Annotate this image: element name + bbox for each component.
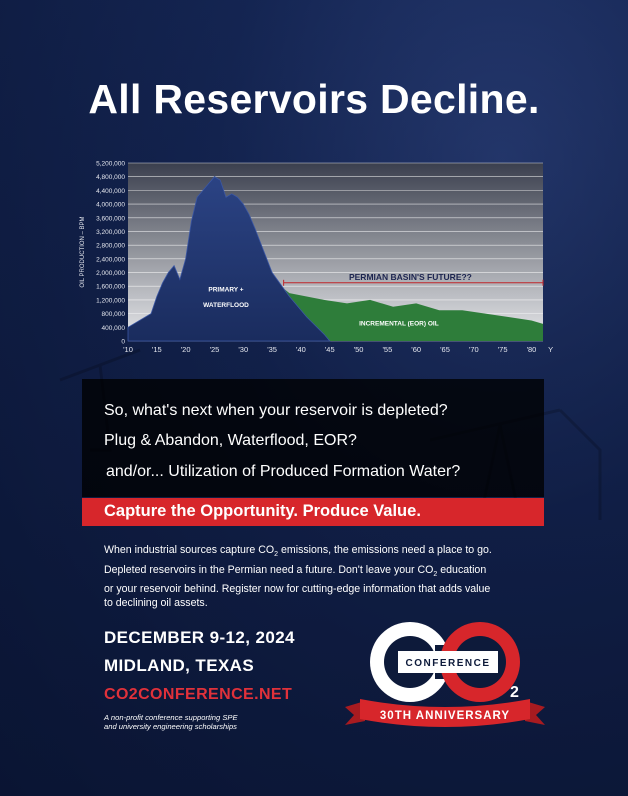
primary-area [127,176,331,342]
y-tick-label: 2,400,000 [96,256,125,263]
future-label: PERMIAN BASIN'S FUTURE?? [349,272,472,282]
x-tick-label: '20 [181,345,191,354]
headline: All Reservoirs Decline. [88,76,540,122]
y-tick-label: 1,200,000 [96,297,125,304]
x-tick-label: '45 [325,345,335,354]
y-tick-label: 4,800,000 [96,174,125,181]
y-tick-label: 2,800,000 [96,243,125,250]
y-tick-label: 400,000 [102,325,126,332]
body-paragraph: When industrial sources capture CO2 emis… [104,544,492,610]
y-tick-label: 3,200,000 [96,229,125,236]
svg-text:30TH ANNIVERSARY: 30TH ANNIVERSARY [380,710,510,722]
x-tick-label: '80 [527,345,537,354]
x-tick-label: '75 [498,345,508,354]
x-tick-label: '10 [123,345,133,354]
y-tick-label: 1,600,000 [96,284,125,291]
primary-label: PRIMARY + [208,286,243,293]
question-2: Plug & Abandon, Waterflood, EOR? [104,432,357,449]
tagline: Capture the Opportunity. Produce Value. [104,502,421,520]
y-tick-label: 800,000 [102,311,126,318]
y-axis-label: OIL PRODUCTION – BPM [80,216,86,287]
website-link[interactable]: CO2CONFERENCE.NET [104,686,293,703]
event-location: MIDLAND, TEXAS [104,656,255,675]
y-tick-label: 0 [121,339,125,346]
x-tick-label: '35 [267,345,277,354]
co2-conference-logo: CONFERENCE 2 30TH ANNIVERSARY [345,622,545,727]
x-tick-label: '30 [238,345,248,354]
y-tick-label: 3,600,000 [96,215,125,222]
questions-panel: So, what's next when your reservoir is d… [82,379,544,497]
x-tick-label: '70 [469,345,479,354]
question-3: and/or... Utilization of Produced Format… [106,463,461,480]
event-dates: DECEMBER 9-12, 2024 [104,628,295,647]
tagline-bar: Capture the Opportunity. Produce Value. [82,498,544,526]
oil-production-chart: 5,200,000 4,800,000 4,400,000 4,000,000 3,60… [80,161,553,355]
y-tick-label: 4,400,000 [96,188,125,195]
x-tick-label: '60 [411,345,421,354]
anniversary-ribbon [360,699,530,727]
x-tick-label: '55 [382,345,392,354]
y-tick-label: 5,200,000 [96,161,125,168]
svg-text:CONFERENCE: CONFERENCE [405,658,490,669]
x-tick-label: '65 [440,345,450,354]
eor-label: INCREMENTAL (EOR) OIL [359,321,439,328]
nonprofit-note: A non-profit conference supporting SPE an… [104,713,238,731]
x-tick-label: '40 [296,345,306,354]
primary-label: WATERFLOOD [203,302,249,309]
y-tick-label: 4,000,000 [96,202,125,209]
svg-text:2: 2 [510,684,519,701]
question-1: So, what's next when your reservoir is d… [104,402,448,419]
x-tick-label: YEAR [548,345,553,354]
x-tick-label: '15 [152,345,162,354]
x-tick-label: '25 [210,345,220,354]
eor-area [272,279,543,341]
y-tick-label: 2,000,000 [96,270,125,277]
x-tick-label: '50 [354,345,364,354]
